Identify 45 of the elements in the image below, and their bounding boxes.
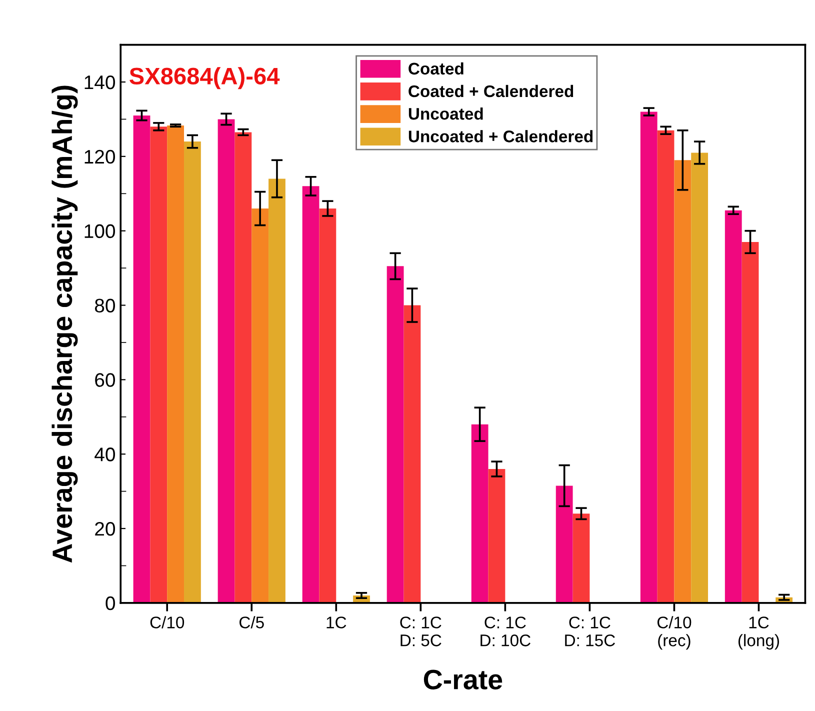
- y-tick-label: 60: [95, 373, 115, 387]
- bar: [572, 514, 590, 603]
- bar: [319, 208, 336, 603]
- bar: [184, 142, 201, 603]
- bar: [691, 152, 708, 603]
- bar: [674, 160, 692, 603]
- bar: [268, 178, 286, 603]
- y-tick-label: 20: [95, 522, 115, 536]
- bar: [234, 132, 252, 603]
- y-tick-label: 80: [94, 298, 115, 312]
- y-tick-label: 100: [84, 224, 115, 238]
- bar: [133, 115, 150, 603]
- legend-label: Coated: [408, 62, 464, 75]
- x-tick-label: 1C: [326, 616, 346, 628]
- bar: [218, 119, 235, 603]
- x-tick-label: 1C (long): [738, 616, 780, 650]
- legend-label: Coated + Calendered: [408, 84, 574, 98]
- bar: [471, 424, 488, 603]
- bar: [404, 305, 421, 603]
- x-tick-label: C: 1C D: 5C: [400, 616, 442, 646]
- x-tick-label: C/10 (rec): [657, 616, 692, 650]
- x-tick-label: C/10: [150, 616, 184, 628]
- annotation: SX8684(A)-64: [130, 67, 280, 90]
- bar: [556, 486, 573, 603]
- bar: [488, 468, 506, 603]
- x-axis-title: C-rate: [424, 670, 502, 690]
- x-tick-label: C/5: [240, 616, 264, 628]
- bar: [150, 126, 168, 603]
- y-tick-label: 140: [84, 75, 115, 90]
- legend-label: Uncoated: [408, 108, 483, 120]
- bar: [252, 208, 269, 603]
- bar: [167, 126, 184, 603]
- y-tick-label: 40: [94, 448, 115, 462]
- bar: [386, 266, 404, 603]
- bar: [302, 186, 320, 603]
- x-tick-label: C: 1C D: 15C: [565, 616, 615, 646]
- legend-label: Uncoated + Calendered: [408, 130, 593, 142]
- y-axis-title: Average discharge capacity (mAh/g): [52, 86, 78, 563]
- bar: [742, 242, 759, 603]
- bar: [640, 112, 658, 603]
- bar: [657, 130, 674, 603]
- y-tick-label: 0: [106, 596, 115, 610]
- bar: [724, 210, 742, 603]
- x-tick-label: C: 1C D: 10C: [480, 616, 530, 646]
- y-tick-label: 120: [84, 150, 115, 164]
